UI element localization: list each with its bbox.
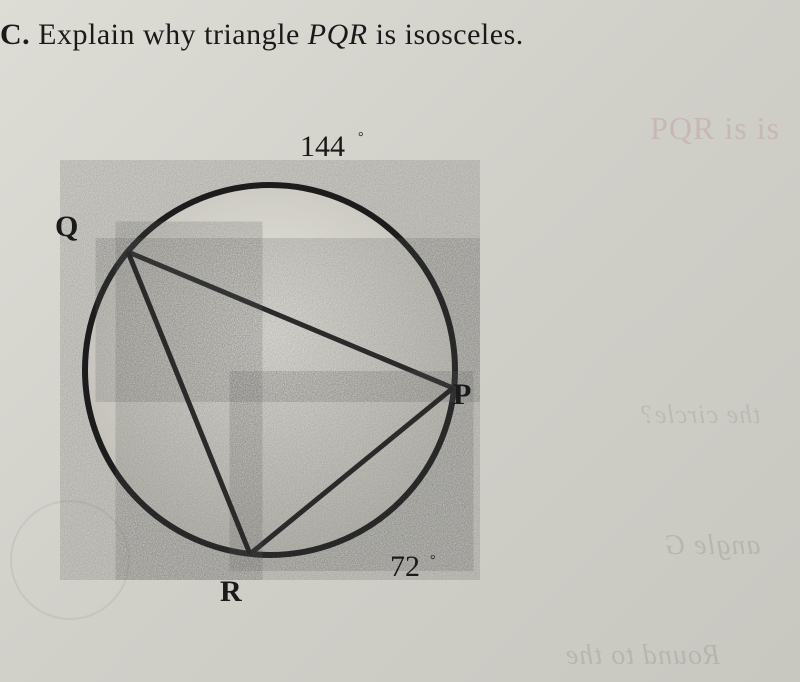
vertex-label-p: P [453, 378, 471, 412]
circle-outline [85, 185, 455, 555]
circle-diagram: Q P R 144 ° 72 ° [60, 160, 480, 580]
bleed-through-circle [10, 500, 130, 620]
question-text-before: Explain why triangle [38, 18, 308, 51]
arc-label-qp: 144 [300, 130, 345, 164]
bleed-through-3: Round to the [565, 640, 720, 672]
triangle-name: PQR [308, 18, 368, 51]
arc-pr-value: 72 [390, 550, 420, 583]
question-label: C. [0, 18, 30, 51]
bleed-through-2: angle G [664, 530, 760, 562]
circle-svg [60, 160, 480, 580]
arc-pr-degree: ° [430, 553, 436, 569]
arc-qp-value: 144 [300, 130, 345, 163]
vertex-label-q: Q [55, 210, 78, 244]
vertex-label-r: R [220, 575, 242, 609]
bleed-through-1: the circle? [640, 400, 760, 430]
question-prompt: C. Explain why triangle PQR is isosceles… [0, 18, 524, 52]
bleed-through-5: PQR is is [650, 110, 780, 147]
question-text-after: is isosceles. [368, 18, 524, 51]
arc-label-pr: 72 [390, 550, 420, 584]
arc-qp-degree: ° [358, 130, 364, 146]
paper-surface: C. Explain why triangle PQR is isosceles… [0, 0, 800, 682]
